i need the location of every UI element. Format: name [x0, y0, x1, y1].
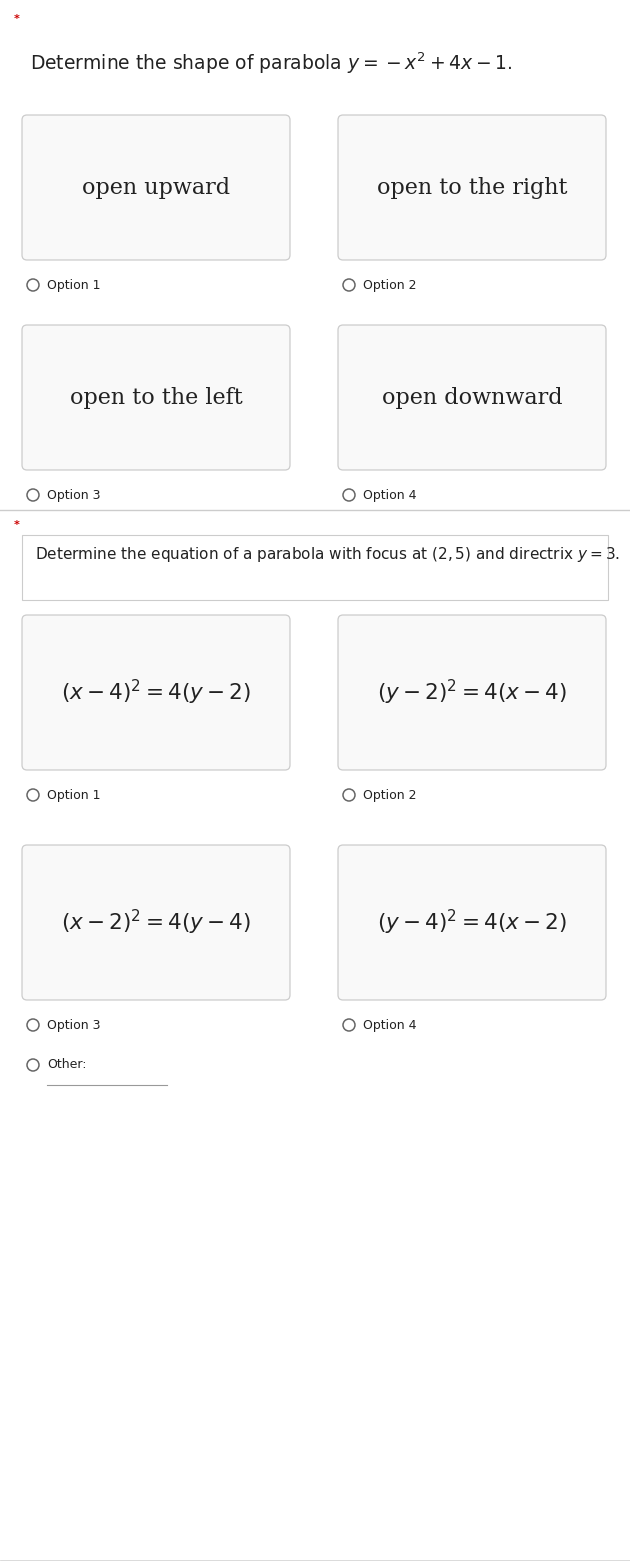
Text: Option 1: Option 1: [47, 279, 101, 292]
Text: $(y-2)^{2}=4(x-4)$: $(y-2)^{2}=4(x-4)$: [377, 677, 567, 707]
Text: Option 1: Option 1: [47, 789, 101, 801]
FancyBboxPatch shape: [338, 325, 606, 470]
Text: Option 3: Option 3: [47, 1019, 101, 1032]
FancyBboxPatch shape: [22, 535, 608, 601]
FancyBboxPatch shape: [338, 114, 606, 260]
FancyBboxPatch shape: [22, 615, 290, 770]
Text: open to the left: open to the left: [70, 386, 243, 409]
Text: Determine the shape of parabola $y=-x^{2}+4x-1$.: Determine the shape of parabola $y=-x^{2…: [30, 50, 512, 75]
Text: $(x-2)^{2}=4(y-4)$: $(x-2)^{2}=4(y-4)$: [61, 908, 251, 938]
Text: Option 2: Option 2: [363, 279, 416, 292]
Text: $(y-4)^{2}=4(x-2)$: $(y-4)^{2}=4(x-2)$: [377, 908, 567, 938]
Text: Determine the equation of a parabola with focus at $(2,5)$ and directrix $y=3$.: Determine the equation of a parabola wit…: [35, 546, 620, 564]
Text: *: *: [14, 14, 20, 24]
Text: Other:: Other:: [47, 1058, 86, 1071]
Text: open to the right: open to the right: [377, 177, 567, 199]
FancyBboxPatch shape: [22, 845, 290, 1000]
Text: Option 4: Option 4: [363, 1019, 416, 1032]
Text: open upward: open upward: [82, 177, 230, 199]
FancyBboxPatch shape: [22, 114, 290, 260]
Text: $(x-4)^{2}=4(y-2)$: $(x-4)^{2}=4(y-2)$: [61, 677, 251, 707]
FancyBboxPatch shape: [22, 325, 290, 470]
FancyBboxPatch shape: [338, 845, 606, 1000]
Text: Option 2: Option 2: [363, 789, 416, 801]
Text: *: *: [14, 521, 20, 530]
Text: open downward: open downward: [382, 386, 563, 409]
FancyBboxPatch shape: [338, 615, 606, 770]
Text: Option 3: Option 3: [47, 489, 101, 502]
Text: Option 4: Option 4: [363, 489, 416, 502]
